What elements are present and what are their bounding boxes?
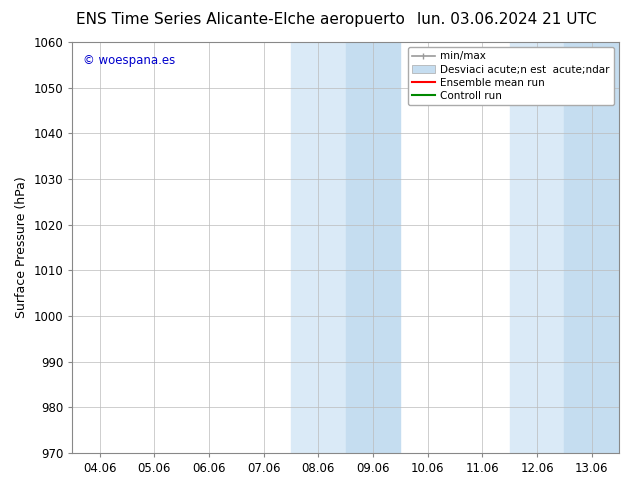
Bar [346, 42, 400, 453]
Bar [510, 42, 564, 453]
Bar [564, 42, 619, 453]
Text: © woespana.es: © woespana.es [83, 54, 176, 68]
Text: ENS Time Series Alicante-Elche aeropuerto: ENS Time Series Alicante-Elche aeropuert… [77, 12, 405, 27]
Bar [291, 42, 346, 453]
Legend: min/max, Desviaci acute;n est  acute;ndar, Ensemble mean run, Controll run: min/max, Desviaci acute;n est acute;ndar… [408, 47, 614, 105]
Text: lun. 03.06.2024 21 UTC: lun. 03.06.2024 21 UTC [417, 12, 597, 27]
Y-axis label: Surface Pressure (hPa): Surface Pressure (hPa) [15, 176, 28, 318]
